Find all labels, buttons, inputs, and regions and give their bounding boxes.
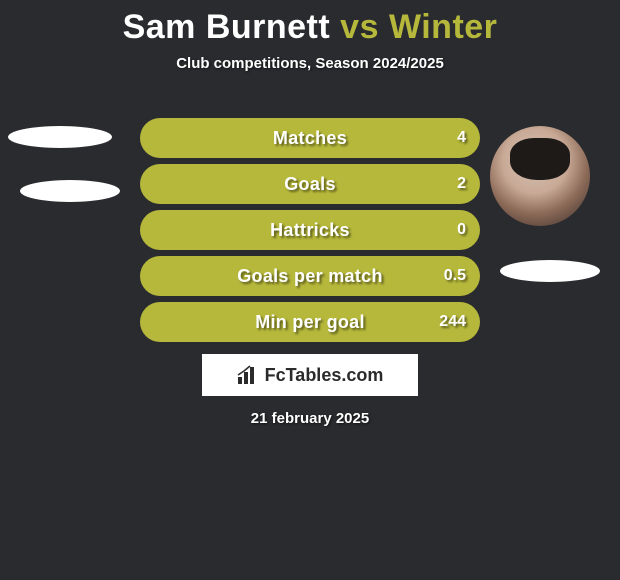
stat-label: Goals per match xyxy=(140,256,480,296)
bars-icon xyxy=(237,365,259,385)
brand-box[interactable]: FcTables.com xyxy=(202,354,418,396)
stat-value-right: 0 xyxy=(457,210,466,250)
stat-label: Matches xyxy=(140,118,480,158)
stat-row-matches: Matches 4 xyxy=(140,118,480,158)
title-vs: vs xyxy=(340,8,379,46)
subtitle: Club competitions, Season 2024/2025 xyxy=(0,55,620,72)
stat-label: Hattricks xyxy=(140,210,480,250)
stats-area: Matches 4 Goals 2 Hattricks 0 Goals per … xyxy=(140,118,480,348)
right-pill-1 xyxy=(500,260,600,282)
stat-value-right: 244 xyxy=(439,302,466,342)
title-player1: Sam Burnett xyxy=(123,8,331,46)
stat-row-min-per-goal: Min per goal 244 xyxy=(140,302,480,342)
stat-row-goals: Goals 2 xyxy=(140,164,480,204)
stat-value-right: 2 xyxy=(457,164,466,204)
stat-label: Goals xyxy=(140,164,480,204)
left-pill-1 xyxy=(8,126,112,148)
date-text: 21 february 2025 xyxy=(0,410,620,427)
stat-label: Min per goal xyxy=(140,302,480,342)
player2-avatar xyxy=(490,126,590,226)
stat-row-goals-per-match: Goals per match 0.5 xyxy=(140,256,480,296)
title-player2: Winter xyxy=(389,8,497,46)
left-pill-2 xyxy=(20,180,120,202)
stat-row-hattricks: Hattricks 0 xyxy=(140,210,480,250)
stat-value-right: 4 xyxy=(457,118,466,158)
page-title: Sam Burnett vs Winter xyxy=(0,0,620,47)
brand-text: FcTables.com xyxy=(265,365,384,386)
stat-value-right: 0.5 xyxy=(444,256,466,296)
